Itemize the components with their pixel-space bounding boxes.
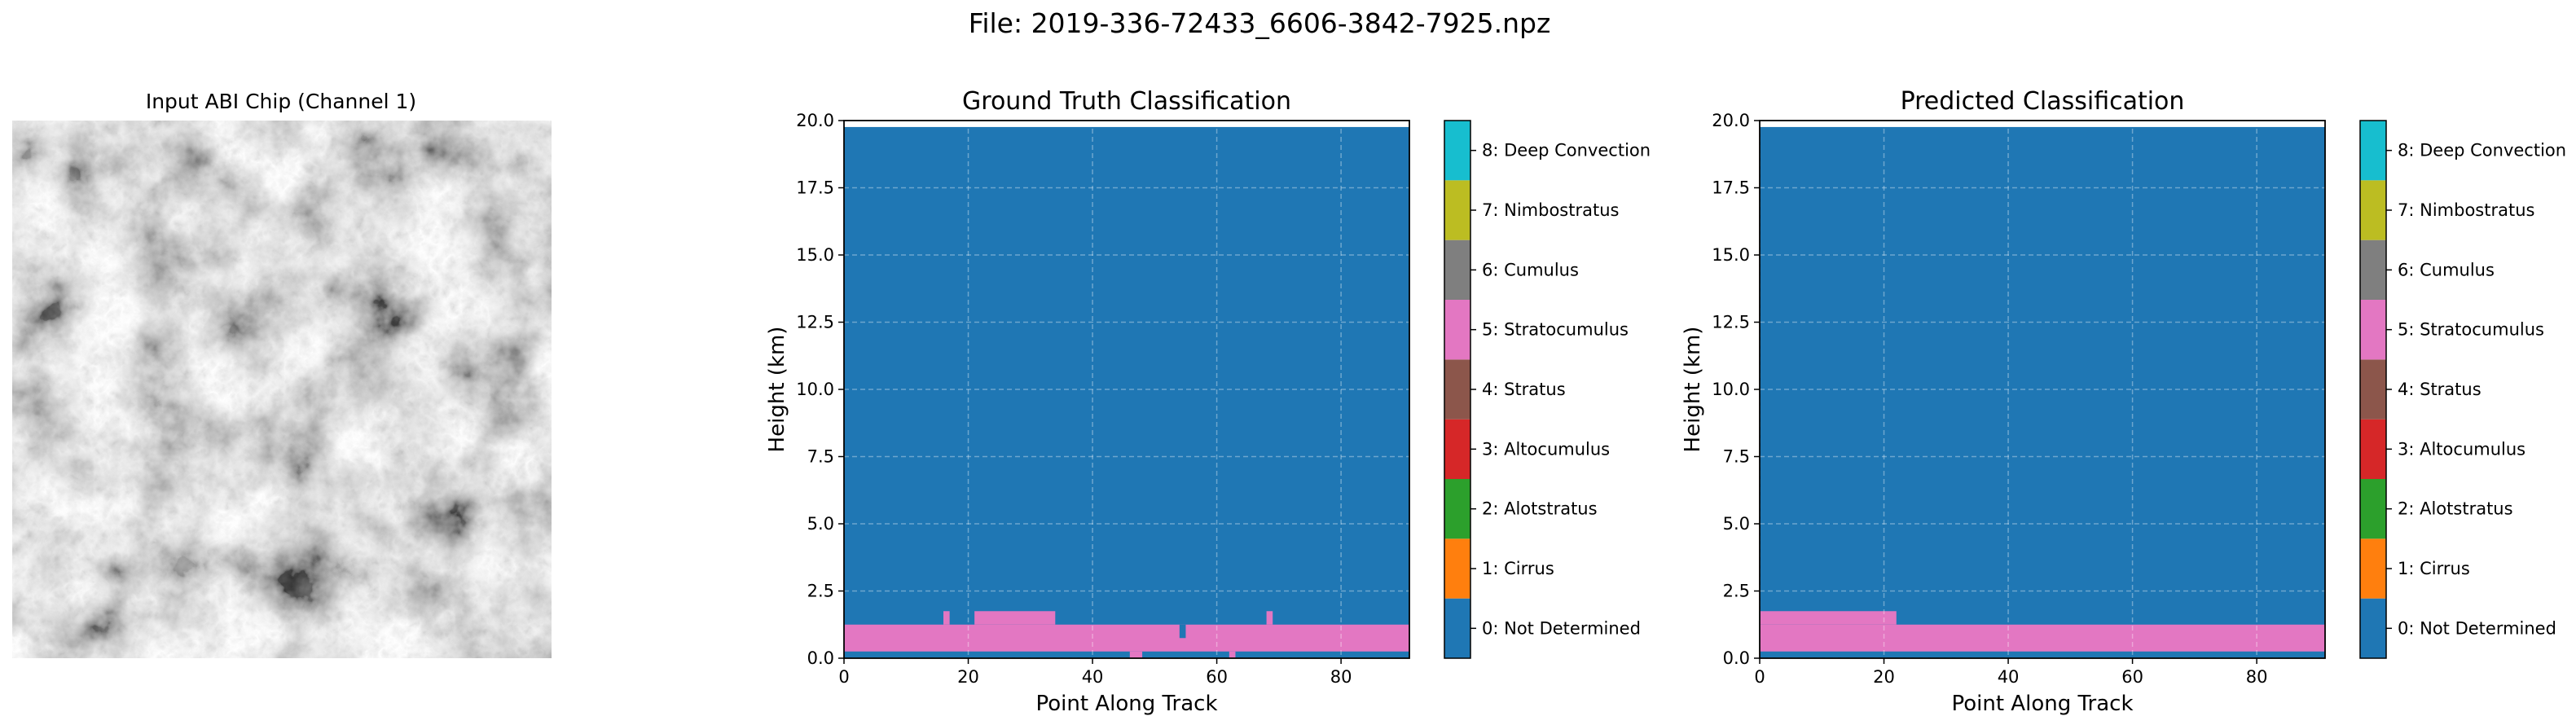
y-tick-label: 15.0	[796, 245, 834, 265]
predicted-panel: Predicted Classification 0 20 40 60 80 0.0 2.5 5…	[1681, 87, 2566, 716]
x-tick-label: 40	[1082, 667, 1104, 687]
colorbar-label-0: 0: Not Determined	[1482, 618, 1641, 638]
panel-title: Predicted Classification	[1901, 87, 2185, 116]
colorbar-segment-7	[1444, 180, 1470, 240]
colorbar-label-5: 5: Stratocumulus	[2398, 320, 2544, 340]
colorbar-segment-8	[1444, 121, 1470, 181]
colorbar-label-7: 7: Nimbostratus	[1482, 200, 1619, 220]
y-tick-label: 5.0	[1723, 514, 1750, 534]
colorbar-label-3: 3: Altocumulus	[2398, 439, 2525, 459]
colorbar-segment-6	[2360, 239, 2386, 300]
x-tick-label: 0	[1754, 667, 1765, 687]
y-tick-label: 7.5	[1723, 447, 1750, 467]
colorbar-label-4: 4: Stratus	[2398, 380, 2481, 399]
colorbar-label-6: 6: Cumulus	[2398, 260, 2495, 279]
colorbar-label-7: 7: Nimbostratus	[2398, 200, 2534, 220]
colorbar-segment-2	[2360, 479, 2386, 539]
colorbar-label-6: 6: Cumulus	[1482, 260, 1579, 279]
x-tick-label: 20	[957, 667, 979, 687]
y-tick-label: 12.5	[796, 313, 834, 332]
colorbar-segment-5	[1444, 300, 1470, 360]
x-tick-label: 80	[1330, 667, 1352, 687]
colorbar-label-8: 8: Deep Convection	[2398, 141, 2566, 160]
y-tick-label: 0.0	[807, 648, 834, 668]
y-tick-label: 20.0	[1712, 111, 1750, 130]
x-axis-label: Point Along Track	[1951, 692, 2133, 716]
y-tick-label: 15.0	[1712, 245, 1750, 265]
input-panel-title: Input ABI Chip (Channel 1)	[146, 90, 416, 113]
colorbar-frame	[2359, 120, 2387, 659]
y-tick-label: 7.5	[807, 447, 834, 467]
abi-chip-image	[12, 121, 552, 658]
y-tick-label: 17.5	[796, 178, 834, 198]
y-tick-label: 17.5	[1712, 178, 1750, 198]
colorbar-segment-6	[1444, 239, 1470, 300]
y-tick-label: 0.0	[1723, 648, 1750, 668]
colorbar-segment-1	[2360, 538, 2386, 599]
class-region-0	[1179, 624, 1186, 639]
colorbar-label-3: 3: Altocumulus	[1482, 439, 1610, 459]
colorbar-label-2: 2: Alotstratus	[1482, 499, 1598, 519]
class-region-background	[844, 126, 1409, 659]
x-tick-label: 0	[838, 667, 849, 687]
x-tick-label: 60	[1206, 667, 1228, 687]
class-region-background	[1760, 126, 2325, 659]
class-region-5	[1760, 624, 2325, 652]
colorbar-segment-5	[2360, 300, 2386, 360]
x-tick-label: 40	[1998, 667, 2020, 687]
colorbar-segment-7	[2360, 180, 2386, 240]
abi-chip-fine-texture	[12, 121, 552, 658]
colorbar-segment-2	[1444, 479, 1470, 539]
colorbar-segment-0	[1444, 598, 1470, 658]
panel-title: Ground Truth Classification	[962, 87, 1291, 116]
y-axis-label: Height (km)	[1681, 327, 1705, 453]
y-axis-label: Height (km)	[765, 327, 789, 453]
y-tick-label: 10.0	[1712, 380, 1750, 399]
colorbar-segment-3	[2360, 419, 2386, 479]
colorbar-frame	[1444, 120, 1471, 659]
colorbar-label-8: 8: Deep Convection	[1482, 141, 1651, 160]
ground-truth-panel: Ground Truth Classification 0 20 40 60 80 0.0 2…	[765, 87, 1651, 716]
x-tick-label: 80	[2246, 667, 2268, 687]
class-region-5	[844, 624, 1409, 652]
x-tick-label: 60	[2121, 667, 2143, 687]
colorbar-segment-4	[2360, 359, 2386, 420]
colorbar-label-2: 2: Alotstratus	[2398, 499, 2513, 519]
y-tick-label: 10.0	[796, 380, 834, 399]
y-tick-label: 20.0	[796, 111, 834, 130]
colorbar-segment-4	[1444, 359, 1470, 420]
y-tick-label: 12.5	[1712, 313, 1750, 332]
class-region-5	[1129, 651, 1143, 658]
figure-suptitle: File: 2019-336-72433_6606-3842-7925.npz	[969, 7, 1551, 39]
colorbar-label-5: 5: Stratocumulus	[1482, 320, 1629, 340]
colorbar-segment-8	[2360, 121, 2386, 181]
colorbar-label-4: 4: Stratus	[1482, 380, 1566, 399]
y-tick-label: 2.5	[807, 582, 834, 601]
colorbar-label-1: 1: Cirrus	[2398, 559, 2470, 578]
class-region-5	[1266, 611, 1273, 625]
colorbar-label-1: 1: Cirrus	[1482, 559, 1554, 578]
x-tick-label: 20	[1873, 667, 1895, 687]
class-region-5	[943, 611, 950, 625]
colorbar-segment-3	[1444, 419, 1470, 479]
colorbar-label-0: 0: Not Determined	[2398, 618, 2556, 638]
class-region-5	[1229, 651, 1236, 658]
colorbar-segment-0	[2360, 598, 2386, 658]
colorbar-segment-1	[1444, 538, 1470, 599]
input-panel: Input ABI Chip (Channel 1)	[12, 90, 552, 658]
y-tick-label: 5.0	[807, 514, 834, 534]
class-region-5	[1760, 611, 1897, 625]
y-tick-label: 2.5	[1723, 582, 1750, 601]
class-region-5	[974, 611, 1056, 625]
x-axis-label: Point Along Track	[1035, 692, 1217, 716]
